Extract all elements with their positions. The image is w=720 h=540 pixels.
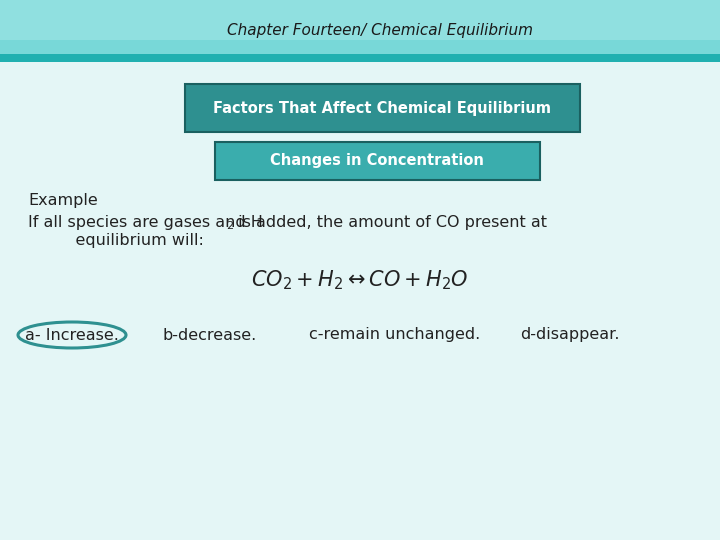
Bar (0, 54, 720, 62)
Bar (185, 84, 580, 132)
Text: 2: 2 (226, 221, 233, 231)
Bar (0, 62, 720, 540)
Bar (0, 0, 720, 40)
Text: c-remain unchanged.: c-remain unchanged. (310, 327, 481, 342)
Text: $CO_2 + H_2 \leftrightarrow CO + H_2O$: $CO_2 + H_2 \leftrightarrow CO + H_2O$ (251, 268, 469, 292)
Text: is added, the amount of CO present at: is added, the amount of CO present at (233, 214, 547, 230)
Text: a- Increase.: a- Increase. (25, 327, 119, 342)
Text: Changes in Concentration: Changes in Concentration (270, 153, 484, 168)
Text: d-disappear.: d-disappear. (521, 327, 620, 342)
Bar (215, 142, 540, 180)
Text: b-decrease.: b-decrease. (163, 327, 257, 342)
Text: If all species are gases and H: If all species are gases and H (28, 214, 263, 230)
Text: equilibrium will:: equilibrium will: (55, 233, 204, 247)
Text: Factors That Affect Chemical Equilibrium: Factors That Affect Chemical Equilibrium (213, 100, 551, 116)
Bar (0, 0, 720, 55)
Text: Example: Example (28, 192, 98, 207)
Text: Chapter Fourteen/ Chemical Equilibrium: Chapter Fourteen/ Chemical Equilibrium (227, 23, 533, 37)
